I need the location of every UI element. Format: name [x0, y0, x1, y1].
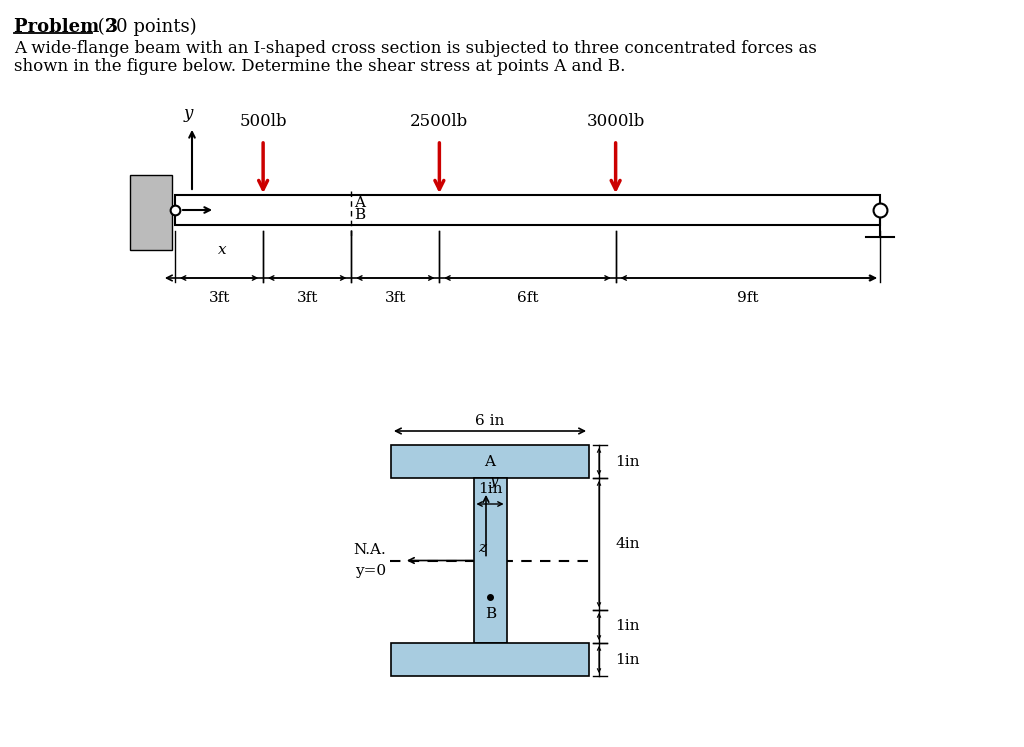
Text: 6ft: 6ft [517, 291, 539, 305]
Text: 3000lb: 3000lb [587, 113, 645, 130]
Text: y=0: y=0 [355, 565, 386, 578]
Text: 500lb: 500lb [240, 113, 287, 130]
Text: 6 in: 6 in [475, 414, 505, 428]
Text: 3ft: 3ft [385, 291, 406, 305]
Text: shown in the figure below. Determine the shear stress at points A and B.: shown in the figure below. Determine the… [14, 58, 626, 75]
Text: 3ft: 3ft [208, 291, 229, 305]
Bar [473, 478, 507, 643]
Text: 4in: 4in [615, 537, 640, 551]
Bar [130, 175, 172, 250]
Text: z: z [478, 541, 486, 554]
Text: 1in: 1in [615, 619, 640, 633]
Text: A wide-flange beam with an I-shaped cross section is subjected to three concentr: A wide-flange beam with an I-shaped cros… [14, 40, 817, 57]
Text: B: B [354, 208, 366, 222]
Text: A: A [354, 196, 366, 210]
Text: 1in: 1in [615, 454, 640, 468]
Text: y: y [490, 474, 499, 488]
Bar [175, 195, 880, 225]
Text: (20 points): (20 points) [92, 18, 197, 37]
Text: 9ft: 9ft [737, 291, 759, 305]
Text: y: y [183, 105, 193, 122]
Bar [391, 643, 589, 676]
Text: 3ft: 3ft [297, 291, 317, 305]
Text: Problem 3: Problem 3 [14, 18, 118, 36]
Text: B: B [485, 607, 497, 621]
Text: 1in: 1in [478, 482, 502, 496]
Text: 1in: 1in [615, 652, 640, 666]
Text: x: x [218, 243, 226, 257]
Bar [391, 445, 589, 478]
Text: A: A [484, 454, 496, 468]
Text: N.A.: N.A. [353, 542, 386, 557]
Text: 2500lb: 2500lb [411, 113, 469, 130]
